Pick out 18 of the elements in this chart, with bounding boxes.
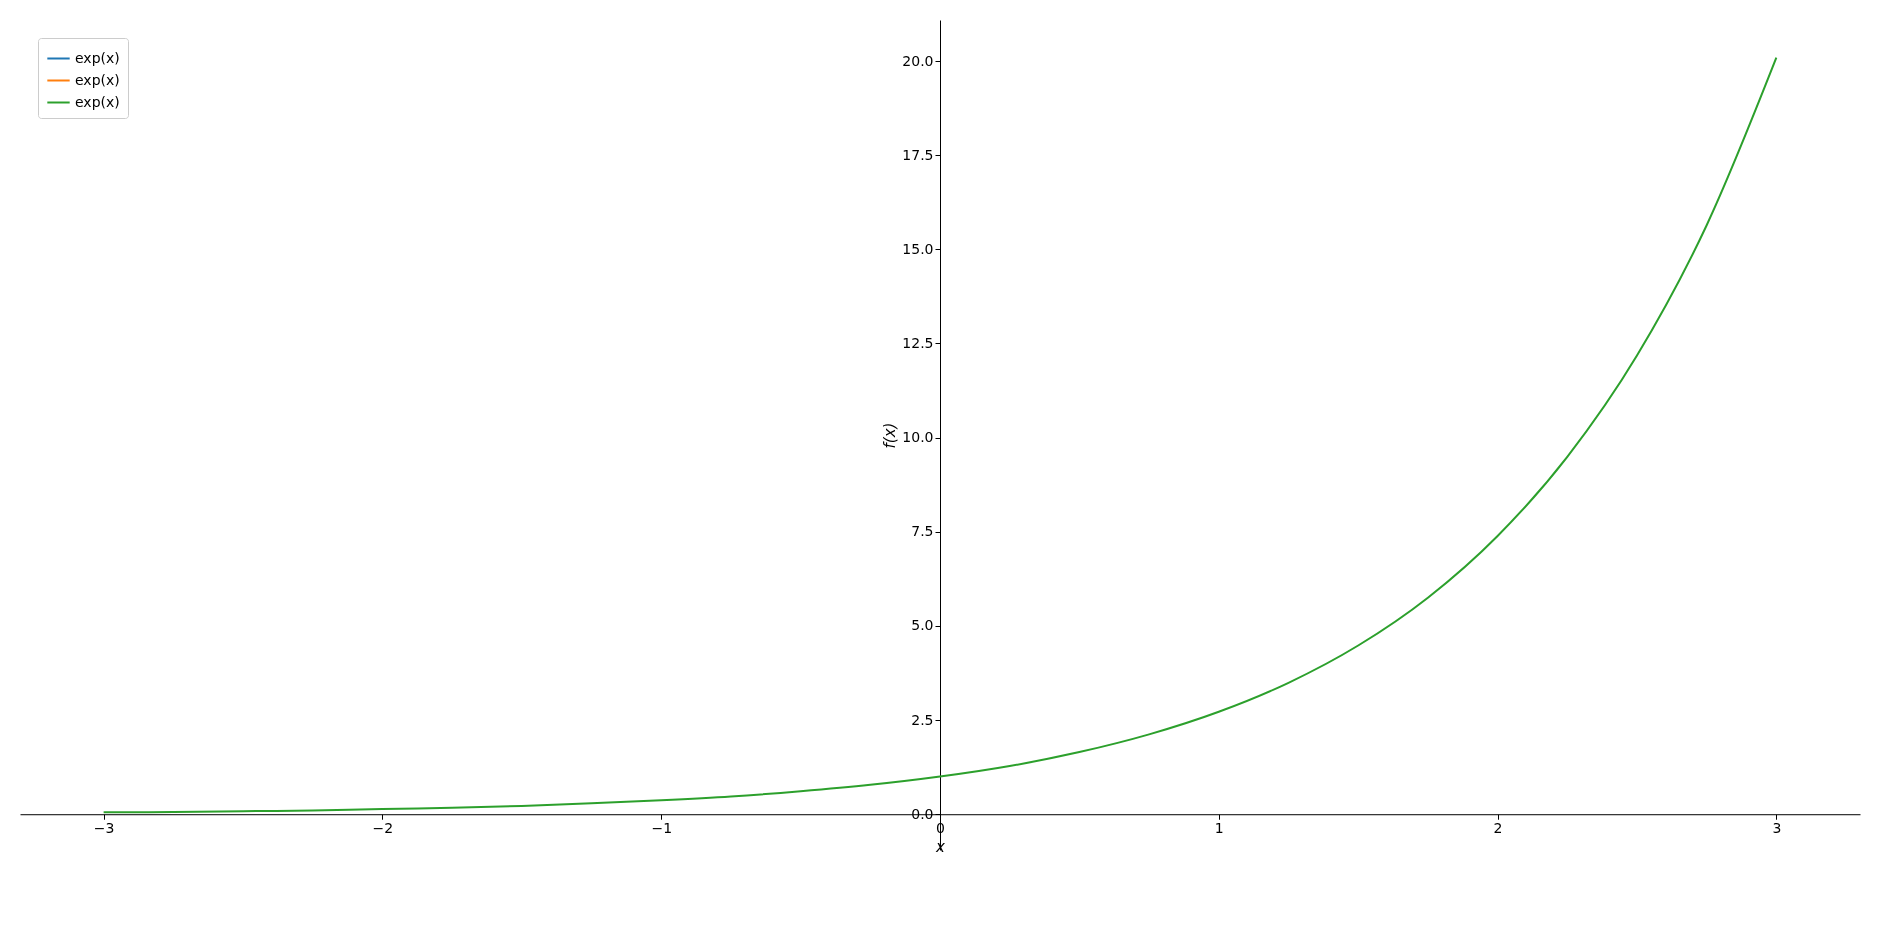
legend-label: exp(x)	[75, 71, 120, 88]
x-tick-label: −3	[93, 819, 115, 836]
x-tick-label: −1	[651, 819, 673, 836]
x-tick-label: −2	[372, 819, 394, 836]
x-tick-label: 2	[1493, 819, 1503, 836]
y-tick-label: 5.0	[911, 617, 934, 634]
y-axis-title: f(x)	[881, 422, 900, 449]
y-tick-label: 12.5	[902, 334, 934, 351]
y-tick-label: 2.5	[911, 711, 934, 728]
y-tick-label: 10.0	[902, 429, 934, 446]
legend-label: exp(x)	[75, 49, 120, 66]
x-tick-label: 3	[1772, 819, 1782, 836]
x-tick-label: 1	[1214, 819, 1224, 836]
y-tick-label: 7.5	[911, 523, 934, 540]
y-tick-label: 15.0	[902, 240, 934, 257]
legend-label: exp(x)	[75, 93, 120, 110]
y-tick-label: 17.5	[902, 146, 934, 163]
y-tick-label: 20.0	[902, 52, 934, 69]
